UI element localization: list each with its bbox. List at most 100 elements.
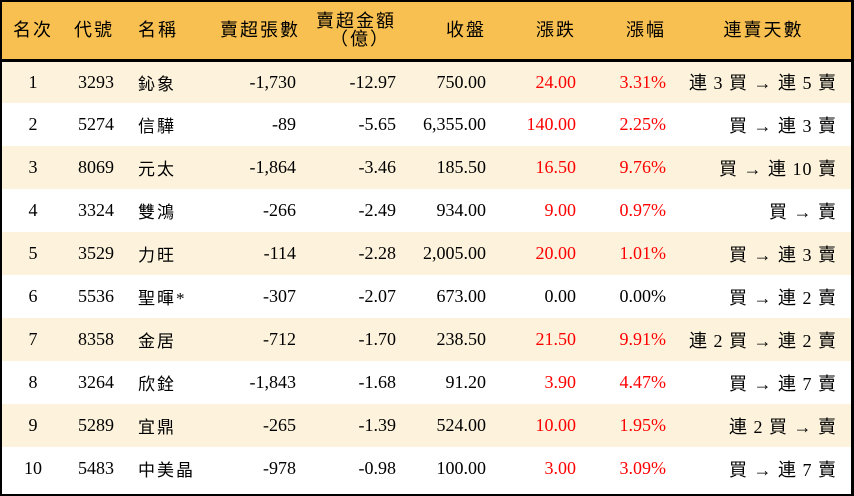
header-change: 漲跌 [496,2,586,62]
lots-cell: -978 [263,458,296,478]
header-name: 名稱 [130,2,210,62]
header-net-sell-amount-line1: 賣超金額 [316,11,396,32]
name-cell: 鈊象 [138,74,176,94]
close-cell: 100.00 [436,458,487,478]
amount-cell: -0.98 [358,458,397,478]
amount-cell: -5.65 [358,114,397,134]
change-cell: 3.90 [544,372,577,392]
change-pct-cell: 1.01% [619,243,667,263]
name-cell: 元太 [138,160,176,179]
table-row: 1 3293 鈊象 -1,730 -12.97 750.00 24.00 3.3… [2,60,851,103]
amount-cell: -1.70 [358,329,397,349]
close-cell: 91.20 [445,372,487,392]
change-cell: 24.00 [535,71,577,92]
code-cell: 8358 [78,329,114,349]
change-pct-cell: 3.31% [619,71,667,92]
name-cell: 宜鼎 [138,418,176,437]
header-code: 代號 [64,2,130,62]
rank-cell: 9 [28,415,38,435]
table-row: 5 3529 力旺 -114 -2.28 2,005.00 20.00 1.01… [2,232,851,275]
streak-cell: 買 → 連 10 賣 [719,158,837,179]
close-cell: 673.00 [436,286,487,306]
streak-cell: 連 2 買 → 連 2 賣 [689,330,837,351]
header-rank: 名次 [2,2,64,62]
streak-cell: 買 → 連 3 賣 [729,115,837,136]
code-cell: 3529 [78,243,114,263]
close-cell: 2,005.00 [423,243,486,263]
change-pct-cell: 0.00% [619,286,667,306]
net-sell-ranking-table: 名次 代號 名稱 賣超張數 賣超金額 （億） 收盤 漲跌 漲幅 連賣天數 1 3… [2,2,851,490]
rank-cell: 2 [28,114,38,134]
header-change-pct: 漲幅 [586,2,676,62]
change-pct-cell: 3.09% [619,458,667,478]
change-pct-cell: 4.47% [619,372,667,392]
close-cell: 6,355.00 [423,114,486,134]
table-row: 9 5289 宜鼎 -265 -1.39 524.00 10.00 1.95% … [2,404,851,447]
table-row: 2 5274 信驊 -89 -5.65 6,355.00 140.00 2.25… [2,103,851,146]
change-pct-cell: 9.91% [619,329,667,349]
name-cell: 中美晶 [138,461,195,480]
change-cell: 0.00 [544,286,577,306]
name-cell: 金居 [138,332,176,351]
rank-cell: 3 [28,157,38,177]
code-cell: 8069 [78,157,114,177]
lots-cell: -114 [263,243,296,263]
lots-cell: -89 [272,114,296,134]
change-cell: 10.00 [535,415,577,435]
name-cell: 信驊 [138,117,176,136]
table-row: 3 8069 元太 -1,864 -3.46 185.50 16.50 9.76… [2,146,851,189]
change-cell: 20.00 [535,243,577,263]
amount-cell: -2.07 [358,286,397,306]
code-cell: 3293 [78,71,114,92]
name-cell: 力旺 [138,246,176,265]
change-cell: 140.00 [526,114,577,134]
header-streak: 連賣天數 [676,2,851,62]
close-cell: 185.50 [436,157,487,177]
code-cell: 5289 [78,415,114,435]
code-cell: 5274 [78,114,114,134]
code-cell: 3264 [78,372,114,392]
streak-cell: 買 → 連 2 賣 [729,287,837,308]
lots-cell: -265 [263,415,296,435]
rank-cell: 4 [28,200,38,220]
streak-cell: 連 2 買 → 賣 [729,416,837,437]
change-cell: 21.50 [535,329,577,349]
amount-cell: -2.28 [358,243,397,263]
amount-cell: -3.46 [358,157,397,177]
name-cell: 聖暉* [138,289,187,308]
amount-cell: -12.97 [349,71,397,92]
change-pct-cell: 9.76% [619,157,667,177]
code-cell: 5483 [78,458,114,478]
rank-cell: 5 [28,243,38,263]
lots-cell: -1,730 [249,71,297,92]
lots-cell: -266 [263,200,296,220]
change-cell: 9.00 [544,200,577,220]
name-cell: 雙鴻 [138,203,176,222]
amount-cell: -1.68 [358,372,397,392]
close-cell: 238.50 [436,329,487,349]
rank-cell: 1 [28,71,38,92]
table-row: 10 5483 中美晶 -978 -0.98 100.00 3.00 3.09%… [2,447,851,490]
header-net-sell-lots: 賣超張數 [210,2,306,62]
streak-cell: 連 3 買 → 連 5 賣 [689,73,837,94]
header-net-sell-amount-unit: （億） [330,29,390,50]
rank-cell: 7 [28,329,38,349]
change-pct-cell: 1.95% [619,415,667,435]
code-cell: 5536 [78,286,114,306]
rank-cell: 6 [28,286,38,306]
table-row: 6 5536 聖暉* -307 -2.07 673.00 0.00 0.00% … [2,275,851,318]
lots-cell: -307 [263,286,296,306]
change-pct-cell: 0.97% [619,200,667,220]
header-close: 收盤 [406,2,496,62]
close-cell: 524.00 [436,415,487,435]
lots-cell: -1,864 [249,157,297,177]
lots-cell: -1,843 [249,372,297,392]
streak-cell: 買 → 連 7 賣 [729,373,837,394]
change-pct-cell: 2.25% [619,114,667,134]
change-cell: 16.50 [535,157,577,177]
streak-cell: 買 → 連 3 賣 [729,244,837,265]
table-row: 7 8358 金居 -712 -1.70 238.50 21.50 9.91% … [2,318,851,361]
streak-cell: 買 → 連 7 賣 [729,459,837,480]
lots-cell: -712 [263,329,296,349]
